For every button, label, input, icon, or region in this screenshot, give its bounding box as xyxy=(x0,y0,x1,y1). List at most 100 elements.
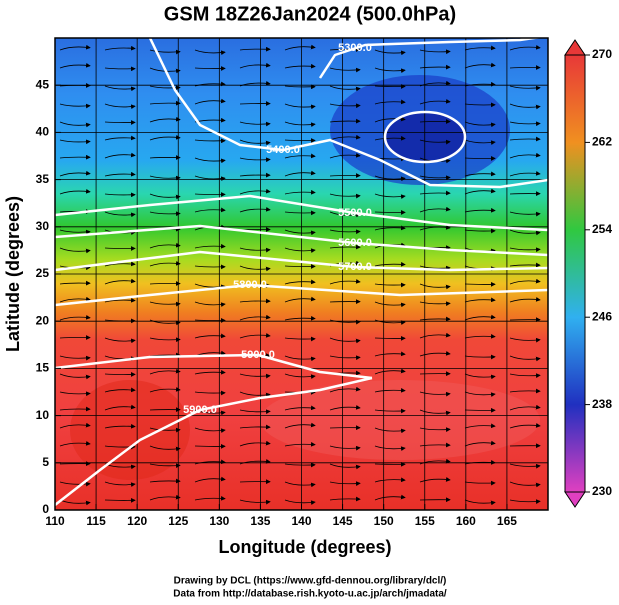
streamline xyxy=(284,405,316,411)
streamline xyxy=(509,278,541,285)
streamline xyxy=(374,427,406,434)
streamline xyxy=(59,391,91,397)
streamline xyxy=(194,427,226,433)
y-tick-label: 25 xyxy=(36,266,50,280)
streamline xyxy=(509,103,541,110)
streamline xyxy=(149,242,181,249)
streamline xyxy=(239,139,271,146)
streamline xyxy=(419,49,451,55)
streamline xyxy=(419,206,451,213)
streamline xyxy=(329,319,361,325)
streamline xyxy=(59,296,91,303)
streamline xyxy=(59,44,91,51)
contour-label: 5600.0 xyxy=(338,237,372,249)
streamline xyxy=(284,422,316,429)
x-tick-label: 120 xyxy=(127,514,147,528)
streamline xyxy=(329,496,361,502)
streamline xyxy=(284,138,316,143)
streamline xyxy=(284,63,316,69)
streamline xyxy=(509,247,541,253)
streamline xyxy=(104,404,136,411)
streamline xyxy=(464,171,496,177)
chart-title: GSM 18Z26Jan2024 (500.0hPa) xyxy=(164,3,456,25)
streamline xyxy=(284,103,316,110)
streamline xyxy=(239,298,271,304)
streamline xyxy=(194,476,226,483)
streamline xyxy=(509,44,541,51)
streamline xyxy=(464,499,496,506)
colorbar-tick-label: 230 xyxy=(592,484,612,498)
streamline xyxy=(239,373,271,379)
streamline xyxy=(284,499,316,505)
streamline xyxy=(284,441,316,447)
streamline xyxy=(104,261,136,267)
streamline xyxy=(104,211,136,218)
streamline xyxy=(464,188,496,195)
streamline xyxy=(149,260,181,267)
streamline xyxy=(419,427,451,433)
streamline xyxy=(149,100,181,106)
streamline xyxy=(464,297,496,303)
streamline xyxy=(374,193,406,200)
streamline xyxy=(149,445,181,452)
streamline xyxy=(419,265,451,271)
x-tick-label: 155 xyxy=(415,514,435,528)
colorbar-tick-label: 246 xyxy=(592,309,612,323)
streamline xyxy=(509,297,541,303)
streamline xyxy=(149,85,181,91)
streamline xyxy=(374,135,406,141)
streamline xyxy=(374,261,406,267)
streamline xyxy=(509,136,541,142)
streamline xyxy=(59,314,91,321)
y-tick-label: 15 xyxy=(36,361,50,375)
streamline xyxy=(464,333,496,339)
streamline xyxy=(59,247,91,254)
streamline xyxy=(194,243,226,249)
streamline xyxy=(329,193,361,199)
streamline xyxy=(329,463,361,470)
x-tick-label: 150 xyxy=(374,514,394,528)
streamline xyxy=(149,301,181,307)
streamline xyxy=(59,406,91,412)
streamline xyxy=(149,193,181,200)
streamline xyxy=(149,368,181,375)
streamline xyxy=(239,121,271,127)
streamline xyxy=(374,99,406,105)
streamline xyxy=(194,192,226,197)
streamline xyxy=(419,351,451,357)
streamline xyxy=(329,445,361,451)
streamline xyxy=(419,458,451,465)
streamline xyxy=(329,337,361,344)
x-tick-label: 110 xyxy=(45,514,65,528)
streamline xyxy=(419,332,451,339)
streamline xyxy=(464,373,496,380)
streamline xyxy=(194,175,226,182)
streamline xyxy=(239,409,271,415)
y-tick-label: 45 xyxy=(36,77,50,91)
streamline xyxy=(509,463,541,469)
streamline xyxy=(374,225,406,231)
streamline xyxy=(149,175,181,181)
streamline xyxy=(509,481,541,488)
streamline xyxy=(284,229,316,236)
field: 5300.0 5400.0 5500.0 5600.0 5700.0 5800.0 5900… xyxy=(55,38,548,510)
streamline xyxy=(149,478,181,484)
streamline xyxy=(464,139,496,146)
streamline xyxy=(329,386,361,393)
streamline xyxy=(104,192,136,198)
x-tick-label: 115 xyxy=(86,514,106,528)
streamline xyxy=(104,85,136,92)
streamline xyxy=(419,98,451,105)
streamline xyxy=(239,440,271,447)
streamline xyxy=(509,337,541,343)
streamline xyxy=(194,390,226,396)
streamline xyxy=(149,116,181,123)
contour-line xyxy=(55,353,373,380)
streamline xyxy=(374,445,406,451)
y-tick-label: 20 xyxy=(36,313,50,327)
streamline xyxy=(194,495,226,501)
streamline xyxy=(104,337,136,344)
streamline xyxy=(509,152,541,159)
y-tick-label: 10 xyxy=(36,408,50,422)
streamline xyxy=(329,67,361,73)
